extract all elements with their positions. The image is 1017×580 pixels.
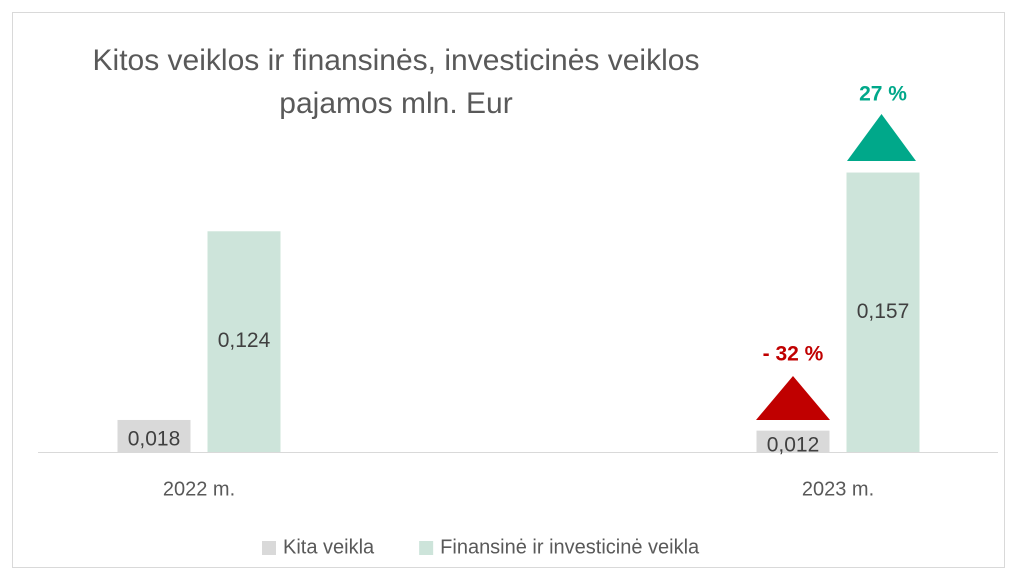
x-tick-label: 2023 m. [802, 478, 874, 500]
data-label: 0,012 [767, 434, 820, 457]
bar [846, 172, 920, 453]
bar [117, 419, 191, 452]
legend-label: Finansinė ir investicinė veikla [440, 536, 700, 558]
bar [756, 430, 830, 452]
legend-swatch [419, 541, 434, 555]
legend-label: Kita veikla [283, 536, 375, 558]
chart-title: Kitos veiklos ir finansinės, investicinė… [93, 44, 700, 77]
data-label: 0,124 [218, 329, 271, 352]
chart-title: pajamos mln. Eur [279, 87, 512, 120]
legend-swatch [262, 541, 276, 555]
x-tick-label: 2022 m. [163, 478, 235, 500]
down-arrow-icon [756, 376, 830, 420]
bar [207, 231, 281, 452]
annotation: - 32 % [763, 343, 824, 366]
up-arrow-icon [847, 114, 916, 161]
chart-border [12, 12, 1005, 568]
data-label: 0,018 [128, 428, 181, 451]
data-label: 0,157 [857, 300, 910, 323]
annotation: 27 % [859, 83, 907, 106]
